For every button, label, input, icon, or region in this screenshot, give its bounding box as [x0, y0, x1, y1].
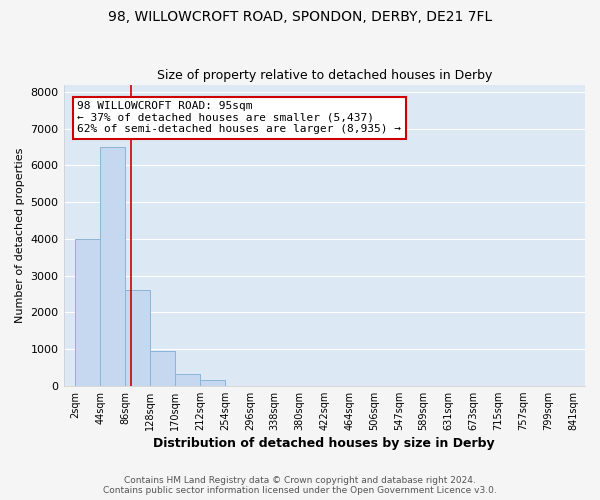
X-axis label: Distribution of detached houses by size in Derby: Distribution of detached houses by size … — [154, 437, 495, 450]
Text: 98 WILLOWCROFT ROAD: 95sqm
← 37% of detached houses are smaller (5,437)
62% of s: 98 WILLOWCROFT ROAD: 95sqm ← 37% of deta… — [77, 101, 401, 134]
Bar — [76, 239, 100, 386]
Y-axis label: Number of detached properties: Number of detached properties — [15, 148, 25, 323]
Text: Contains HM Land Registry data © Crown copyright and database right 2024.
Contai: Contains HM Land Registry data © Crown c… — [103, 476, 497, 495]
Text: 98, WILLOWCROFT ROAD, SPONDON, DERBY, DE21 7FL: 98, WILLOWCROFT ROAD, SPONDON, DERBY, DE… — [108, 10, 492, 24]
Bar — [150, 351, 175, 386]
Title: Size of property relative to detached houses in Derby: Size of property relative to detached ho… — [157, 69, 492, 82]
Bar — [100, 147, 125, 386]
Bar — [125, 290, 150, 386]
Bar — [175, 374, 200, 386]
Bar — [200, 380, 225, 386]
